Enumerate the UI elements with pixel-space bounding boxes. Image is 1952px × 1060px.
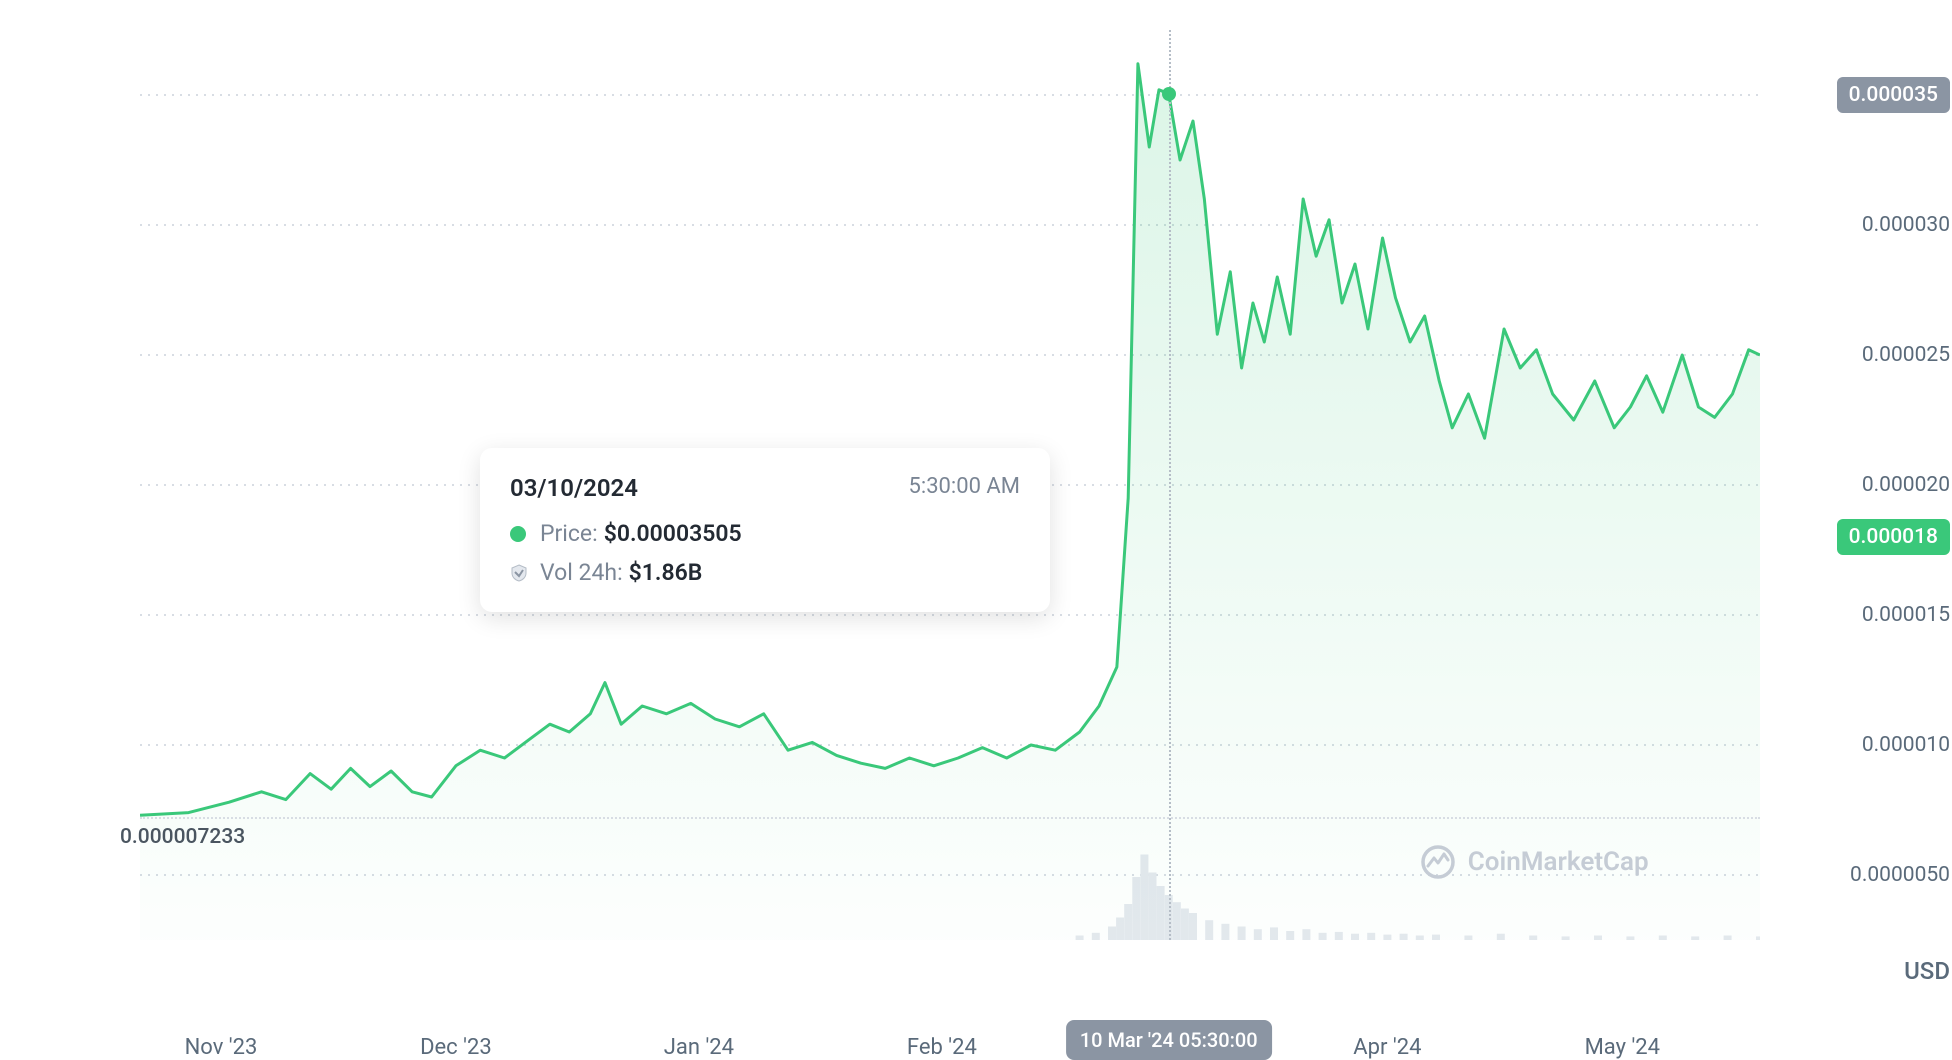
hover-point-marker — [1162, 87, 1176, 101]
tooltip-vol-value: $1.86B — [629, 559, 703, 586]
y-tick-label: 0.000020 — [1862, 473, 1950, 497]
y-tick-label: 0.000030 — [1862, 213, 1950, 237]
start-price-line — [140, 817, 1760, 819]
watermark: CoinMarketCap — [1420, 844, 1649, 880]
x-tick-label: May '24 — [1585, 1035, 1660, 1060]
watermark-text: CoinMarketCap — [1468, 847, 1649, 877]
tooltip-date: 03/10/2024 — [510, 474, 638, 502]
x-tick-label: Dec '23 — [420, 1035, 492, 1060]
y-tick-label: 0.000035 — [1837, 77, 1950, 113]
x-tick-label: Nov '23 — [185, 1035, 258, 1060]
start-price-label: 0.000007233 — [120, 825, 245, 849]
y-tick-label: 0.000010 — [1862, 733, 1950, 757]
current-price-badge: 0.000018 — [1837, 519, 1950, 555]
crosshair-vertical — [1169, 30, 1171, 940]
x-tick-label: Jan '24 — [664, 1035, 734, 1060]
price-dot-icon — [510, 526, 526, 542]
coinmarketcap-logo-icon — [1420, 844, 1456, 880]
y-tick-label: 0.000015 — [1862, 603, 1950, 627]
y-tick-label: 0.000025 — [1862, 343, 1950, 367]
tooltip-price-label: Price: — [540, 520, 598, 547]
y-tick-label: 0.0000050 — [1850, 863, 1950, 887]
x-tick-label: Feb '24 — [907, 1035, 977, 1060]
x-hover-badge: 10 Mar '24 05:30:00 — [1066, 1020, 1272, 1060]
tooltip-vol-label: Vol 24h: — [540, 559, 623, 586]
x-axis: Nov '23 Dec '23 Jan '24 Feb '24 Apr '24 May '… — [140, 1020, 1760, 1060]
tooltip-time: 5:30:00 AM — [909, 474, 1021, 502]
volume-shield-icon — [510, 564, 528, 582]
currency-label: USD — [1904, 957, 1950, 985]
y-axis: 0.0000050 0.000010 0.000015 0.000020 0.00002… — [1810, 30, 1950, 940]
hover-tooltip: 03/10/2024 5:30:00 AM Price: $0.00003505… — [480, 448, 1050, 612]
tooltip-price-value: $0.00003505 — [604, 520, 742, 547]
x-tick-label: Apr '24 — [1353, 1035, 1421, 1060]
